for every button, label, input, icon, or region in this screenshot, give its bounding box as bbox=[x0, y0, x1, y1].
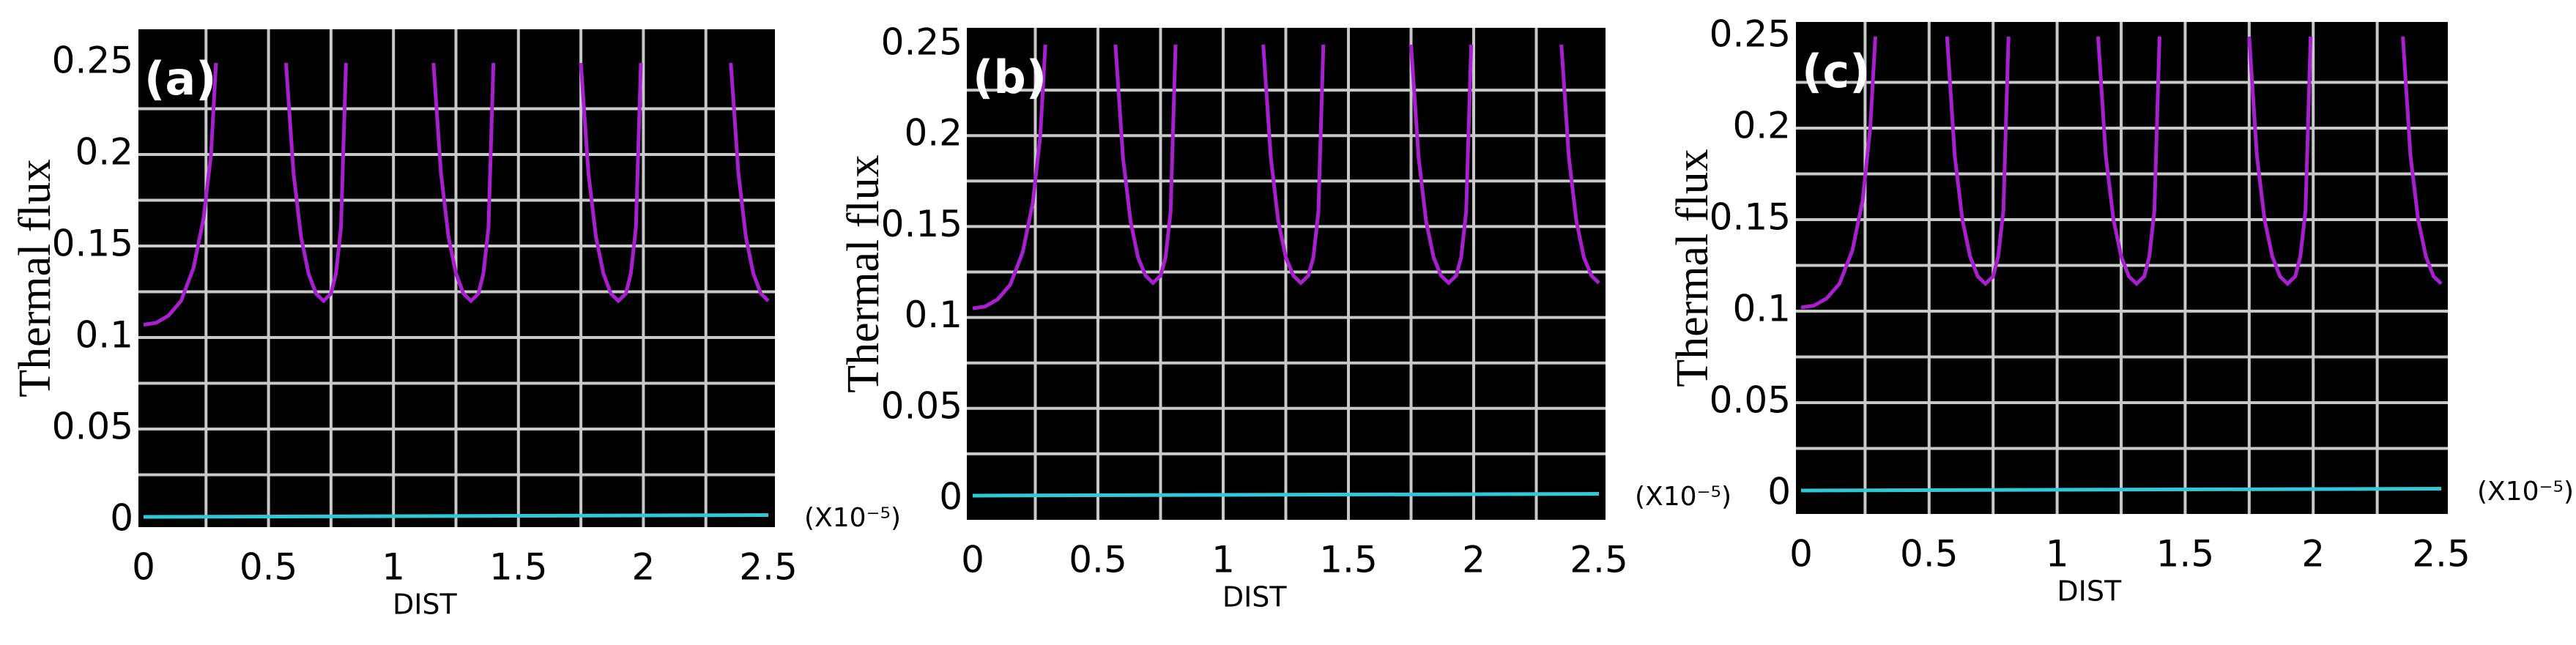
data-line bbox=[143, 62, 770, 327]
x-tick-label: 1.5 bbox=[489, 546, 548, 589]
y-tick-label: 0.2 bbox=[904, 112, 962, 154]
panel: 0 0.05 0.1 0.15 0.2 0.25 0 0.5 1 1.5 2 2.5 DIST (X10⁻… bbox=[839, 21, 1731, 614]
y-tick-label: 0.2 bbox=[1732, 105, 1791, 147]
y-tick-label: 0.15 bbox=[881, 203, 962, 245]
x-axis-label: DIST bbox=[2057, 575, 2122, 608]
x-tick-label: 2.5 bbox=[1570, 539, 1628, 581]
x-tick-label: 2 bbox=[1462, 539, 1485, 581]
y-tick-label: 0 bbox=[939, 476, 962, 518]
x-tick-label: 0.5 bbox=[1900, 533, 1959, 575]
y-tick-label: 0.05 bbox=[881, 384, 962, 427]
y-tick-label: 0.05 bbox=[1710, 379, 1791, 422]
x-tick-label: 0 bbox=[1789, 533, 1813, 575]
x-multiplier: (X10⁻⁵) bbox=[2477, 477, 2574, 507]
data-line bbox=[972, 492, 1600, 498]
x-tick-label: 2.5 bbox=[739, 546, 798, 589]
y-tick-label: 0.1 bbox=[904, 294, 962, 336]
y-tick-label: 0.05 bbox=[52, 406, 133, 448]
x-tick-label: 0 bbox=[961, 539, 984, 581]
x-multiplier: (X10⁻⁵) bbox=[1635, 482, 1731, 512]
panel: 0 0.05 0.1 0.15 0.2 0.25 0 0.5 1 1.5 2 2.5 DIST (X10⁻… bbox=[1668, 13, 2574, 608]
x-tick-label: 2.5 bbox=[2412, 533, 2471, 575]
data-line bbox=[1800, 36, 2443, 310]
y-tick-label: 0.2 bbox=[75, 131, 133, 174]
x-axis-label: DIST bbox=[393, 589, 458, 621]
x-tick-label: 0.5 bbox=[240, 546, 298, 589]
y-axis-label: Thermal flux bbox=[10, 159, 60, 397]
panel-label: (c) bbox=[1802, 45, 1870, 98]
data-line bbox=[1800, 487, 2442, 493]
y-tick-label: 0.15 bbox=[52, 223, 133, 265]
data-line bbox=[972, 44, 1600, 310]
x-tick-label: 1 bbox=[382, 546, 405, 589]
x-tick-label: 2 bbox=[2301, 533, 2325, 575]
x-tick-label: 0 bbox=[132, 546, 155, 589]
y-tick-label: 0.1 bbox=[75, 314, 133, 357]
x-multiplier: (X10⁻⁵) bbox=[804, 503, 901, 533]
x-tick-label: 0.5 bbox=[1069, 539, 1127, 581]
y-tick-label: 0 bbox=[110, 497, 133, 540]
x-axis-label: DIST bbox=[1222, 581, 1288, 614]
y-axis-label: Thermal flux bbox=[1668, 149, 1718, 387]
y-tick-label: 0.15 bbox=[1710, 196, 1791, 239]
x-tick-label: 2 bbox=[631, 546, 655, 589]
panel-label: (a) bbox=[144, 52, 217, 105]
x-tick-label: 1 bbox=[1211, 539, 1235, 581]
y-tick-label: 0.25 bbox=[881, 21, 962, 64]
y-tick-label: 0 bbox=[1767, 471, 1791, 513]
data-line bbox=[143, 513, 769, 519]
panel-label: (b) bbox=[973, 51, 1047, 104]
y-tick-label: 0.25 bbox=[52, 40, 133, 82]
y-tick-label: 0.1 bbox=[1732, 288, 1791, 330]
x-tick-label: 1 bbox=[2046, 533, 2069, 575]
panel: 0 0.05 0.1 0.15 0.2 0.25 0 0.5 1 1.5 2 2.5 DIST (X10⁻… bbox=[10, 29, 901, 621]
x-tick-label: 1.5 bbox=[2156, 533, 2215, 575]
y-axis-label: Thermal flux bbox=[839, 154, 888, 392]
y-tick-label: 0.25 bbox=[1710, 13, 1791, 56]
x-tick-label: 1.5 bbox=[1319, 539, 1378, 581]
